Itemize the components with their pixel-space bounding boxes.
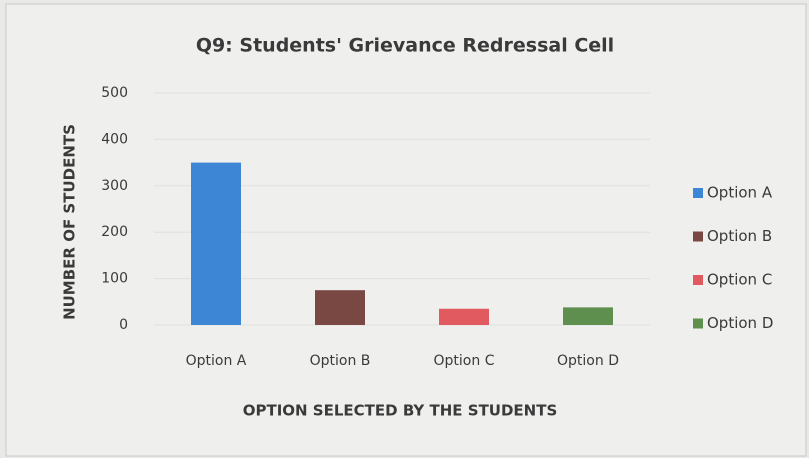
x-tick-label: Option B: [310, 353, 371, 369]
legend-label: Option D: [707, 314, 773, 332]
y-tick-label: 300: [101, 178, 128, 194]
legend-swatch: [693, 275, 703, 285]
x-tick-label: Option A: [186, 353, 247, 369]
y-tick-label: 100: [101, 271, 128, 287]
legend-swatch: [693, 318, 703, 329]
legend-label: Option C: [707, 271, 772, 289]
legend-swatch: [693, 188, 703, 198]
legend-label: Option B: [707, 227, 772, 245]
x-tick-label: Option C: [434, 353, 495, 369]
y-tick-label: 500: [101, 85, 128, 101]
legend-label: Option A: [707, 184, 773, 202]
bar: [315, 290, 365, 325]
x-axis-label: OPTION SELECTED BY THE STUDENTS: [243, 402, 558, 420]
y-axis-label: NUMBER OF STUDENTS: [61, 124, 79, 320]
y-tick-label: 200: [101, 224, 128, 240]
y-tick-label: 400: [101, 131, 128, 147]
chart-frame: [5, 3, 807, 457]
bar: [563, 307, 613, 325]
chart-title: Q9: Students' Grievance Redressal Cell: [196, 35, 614, 57]
bar: [191, 162, 241, 325]
x-tick-label: Option D: [557, 353, 619, 369]
y-tick-label: 0: [119, 317, 128, 333]
bar: [439, 308, 489, 325]
legend-swatch: [693, 231, 703, 242]
